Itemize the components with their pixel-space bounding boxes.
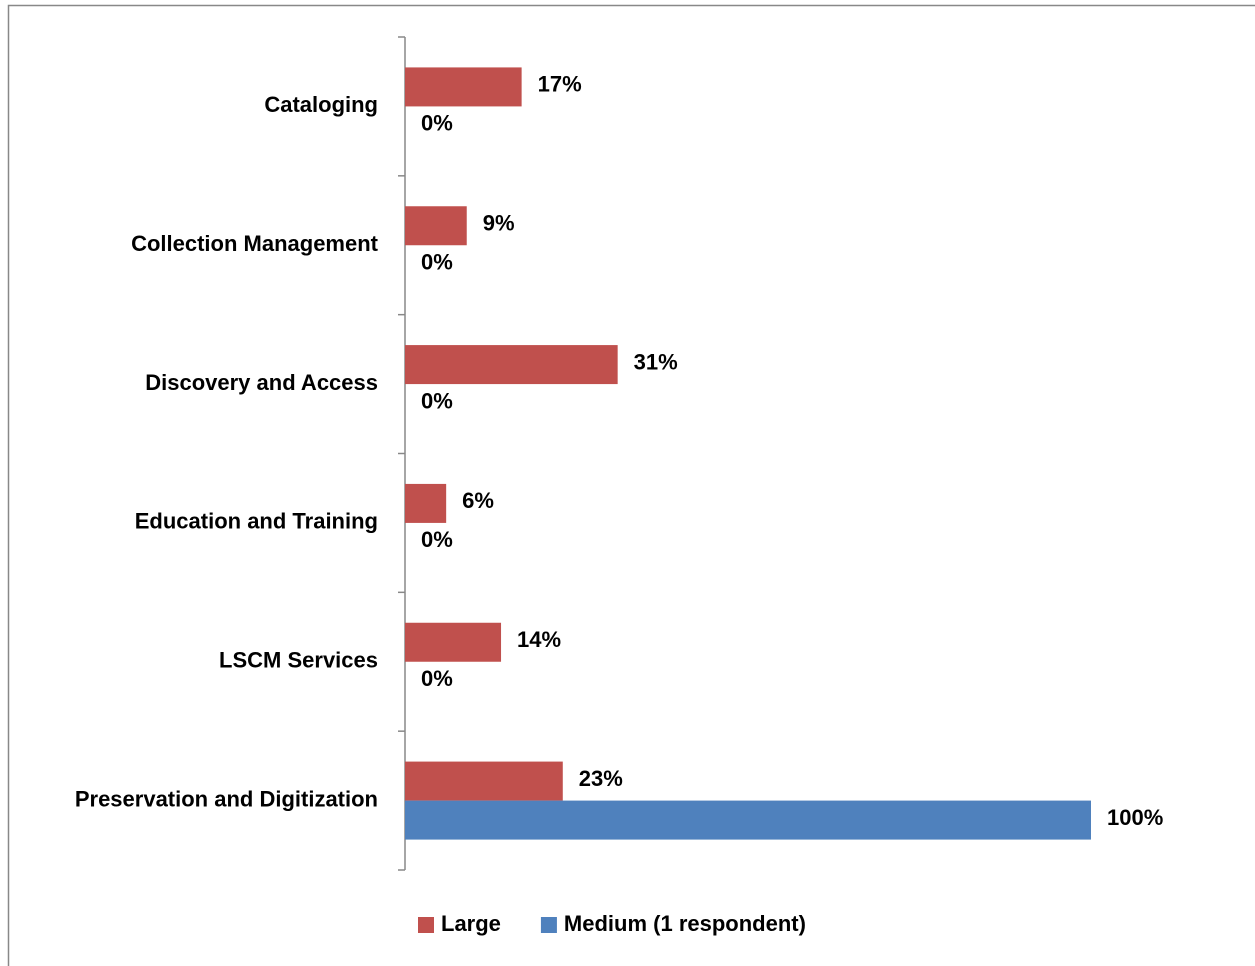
- bar: [405, 67, 522, 106]
- data-label: 0%: [421, 527, 453, 552]
- bar: [405, 623, 501, 662]
- legend-label: Large: [441, 911, 501, 936]
- bar: [405, 801, 1091, 840]
- y-tick-label: Collection Management: [131, 231, 379, 256]
- data-label: 0%: [421, 250, 453, 275]
- y-tick-label: Discovery and Access: [145, 370, 378, 395]
- y-tick-label: Preservation and Digitization: [75, 786, 378, 811]
- y-tick-label: LSCM Services: [219, 648, 378, 673]
- data-label: 31%: [634, 349, 678, 374]
- legend-label: Medium (1 respondent): [564, 911, 806, 936]
- legend-swatch: [541, 917, 557, 933]
- data-label: 100%: [1107, 805, 1163, 830]
- data-label: 0%: [421, 388, 453, 413]
- data-label: 6%: [462, 488, 494, 513]
- chart: Cataloging 17% 0% Collection Management 9% 0%…: [0, 0, 1255, 966]
- data-label: 23%: [579, 766, 623, 791]
- y-tick-label: Cataloging: [264, 92, 378, 117]
- data-label: 0%: [421, 111, 453, 136]
- data-label: 17%: [538, 72, 582, 97]
- data-label: 9%: [483, 211, 515, 236]
- y-tick-label: Education and Training: [135, 509, 378, 534]
- bar: [405, 206, 467, 245]
- data-label: 14%: [517, 627, 561, 652]
- bar: [405, 345, 618, 384]
- data-label: 0%: [421, 666, 453, 691]
- bar: [405, 484, 446, 523]
- legend-swatch: [418, 917, 434, 933]
- bar: [405, 762, 563, 801]
